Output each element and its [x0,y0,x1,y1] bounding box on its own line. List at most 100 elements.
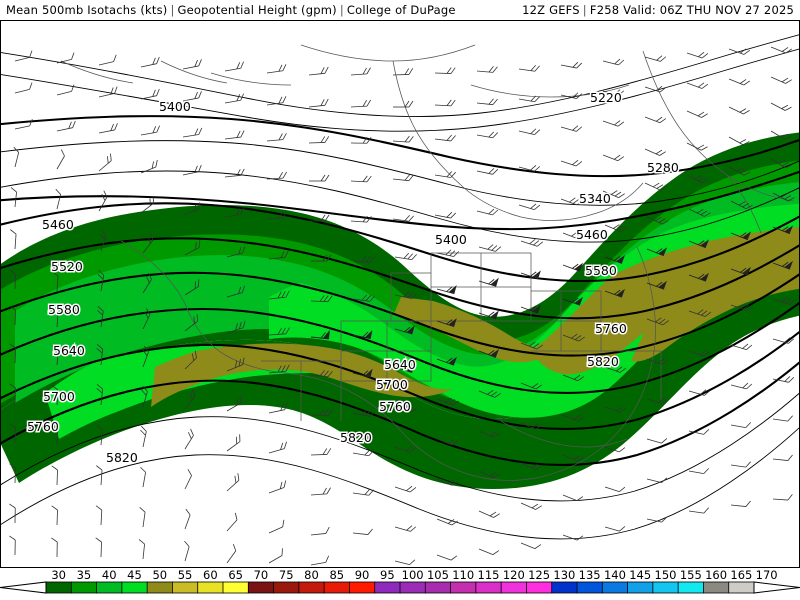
colorbar-swatch[interactable] [349,581,376,594]
title-separator-2: | [339,3,344,17]
height-contour-label: 5580 [585,263,617,278]
colorbar-swatch[interactable] [70,581,98,594]
colorbar-tick-label: 145 [629,568,651,582]
colorbar-swatch[interactable] [475,581,502,594]
colorbar-tick-label: 50 [152,568,167,582]
height-contour-label: 5640 [53,343,85,358]
height-contour-label: 5700 [376,377,408,392]
colorbar-tick-label: 75 [279,568,294,582]
height-contour-label: 5460 [42,217,74,232]
product-title-heights: Geopotential Height (gpm) [177,3,337,17]
height-contour-label: 5820 [340,430,372,445]
height-contour-label: 5340 [579,191,611,206]
height-contour-label: 5280 [647,160,679,175]
colorbar-swatch[interactable] [677,581,705,594]
colorbar-swatch[interactable] [172,581,199,594]
height-contour-label: 5760 [379,399,411,414]
height-contour-label: 5820 [106,450,138,465]
height-contour-label: 5700 [43,389,75,404]
map-panel[interactable]: 5400 5220 5280 5460 5520 5580 5640 5700 5760 5820… [0,20,800,568]
colorbar-swatch[interactable] [576,581,604,594]
colorbar-tick-label: 105 [427,568,449,582]
height-contour-label: 5220 [590,90,622,105]
colorbar-tick-label: 45 [127,568,142,582]
colorbar-extend-max-arrow [753,581,800,594]
colorbar-swatch[interactable] [298,581,325,594]
colorbar-tick-label: 160 [705,568,727,582]
colorbar-swatch[interactable] [627,581,654,594]
height-contour-label: 5760 [27,419,59,434]
isotach-colorbar[interactable]: 30 35 40 45 50 55 60 65 70 75 80 85 90 95 100 105 110 115… [0,568,800,600]
map-canvas[interactable]: 5400 5220 5280 5460 5520 5580 5640 5700 5760 5820… [1,21,799,567]
colorbar-swatch[interactable] [728,581,755,594]
colorbar-tick-label: 150 [655,568,677,582]
colorbar-tick-label: 40 [102,568,117,582]
colorbar-tick-label: 130 [553,568,575,582]
colorbar-swatch[interactable] [500,581,528,594]
colorbar-swatch[interactable] [424,581,452,594]
colorbar-swatch[interactable] [703,581,730,594]
colorbar-swatch[interactable] [197,581,224,594]
isotach-band-50-mid [393,297,557,363]
colorbar-swatch[interactable] [273,581,300,594]
product-title: Mean 500mb Isotachs (kts) | Geopotential H… [6,3,456,17]
title-separator-3: | [582,3,587,17]
colorbar-tick-labels: 30 35 40 45 50 55 60 65 70 75 80 85 90 95 100 105 110 115… [51,568,777,582]
colorbar-tick-label: 70 [254,568,269,582]
colorbar-tick-label: 125 [528,568,550,582]
geographic-boundaries [60,44,794,481]
colorbar-swatch[interactable] [323,581,351,594]
colorbar-swatch[interactable] [399,581,427,594]
colorbar-tick-label: 55 [178,568,193,582]
height-contour-labels: 5400 5220 5280 5460 5520 5580 5640 5700 5760 5820… [26,89,681,467]
colorbar-tick-label: 85 [329,568,344,582]
colorbar-swatch[interactable] [45,581,73,594]
colorbar-swatch[interactable] [450,581,477,594]
product-title-source: College of DuPage [346,3,456,17]
height-contour-label: 5640 [384,357,416,372]
colorbar-tick-label: 110 [452,568,474,582]
height-contour-label: 5400 [159,99,191,114]
colorbar-tick-label: 80 [304,568,319,582]
forecast-hour-label: F258 [589,3,620,17]
colorbar-swatch[interactable] [526,581,553,594]
colorbar-tick-label: 115 [478,568,500,582]
valid-time-label: Valid: 06Z THU NOV 27 2025 [623,3,794,17]
model-run-info: 12Z GEFS | F258 Valid: 06Z THU NOV 27 2025 [522,3,794,17]
colorbar-tick-label: 60 [203,568,218,582]
colorbar-tick-label: 135 [579,568,601,582]
colorbar-tick-label: 90 [355,568,370,582]
colorbar-tick-label: 155 [680,568,702,582]
colorbar-extend-min-arrow [0,581,47,594]
colorbar-tick-label: 165 [730,568,752,582]
colorbar-swatch[interactable] [121,581,148,594]
product-title-isotachs: Mean 500mb Isotachs (kts) [6,3,168,17]
colorbar-tick-label: 65 [228,568,243,582]
model-run-label: 12Z GEFS [522,3,580,17]
height-contour-label: 5820 [587,354,619,369]
colorbar-swatches[interactable] [45,581,755,594]
title-separator-1: | [170,3,175,17]
colorbar-swatch[interactable] [551,581,578,594]
height-contour-label: 5400 [435,232,467,247]
colorbar-tick-label: 140 [604,568,626,582]
height-contour-label: 5760 [595,321,627,336]
colorbar-swatch[interactable] [96,581,123,594]
height-contour-label: 5460 [576,227,608,242]
colorbar-swatch[interactable] [374,581,401,594]
colorbar-tick-label: 100 [402,568,424,582]
colorbar-swatch[interactable] [652,581,679,594]
colorbar-swatch[interactable] [601,581,629,594]
colorbar-swatch[interactable] [146,581,174,594]
colorbar-canvas[interactable]: 30 35 40 45 50 55 60 65 70 75 80 85 90 95 100 105 110 115… [0,568,800,600]
colorbar-swatch[interactable] [222,581,250,594]
colorbar-tick-label: 120 [503,568,525,582]
height-contours-bold [1,115,799,466]
colorbar-tick-label: 30 [51,568,66,582]
colorbar-tick-label: 35 [77,568,92,582]
colorbar-tick-label: 95 [380,568,395,582]
colorbar-swatch[interactable] [247,581,275,594]
height-contour-label: 5520 [51,259,83,274]
height-contour-label: 5580 [48,302,80,317]
